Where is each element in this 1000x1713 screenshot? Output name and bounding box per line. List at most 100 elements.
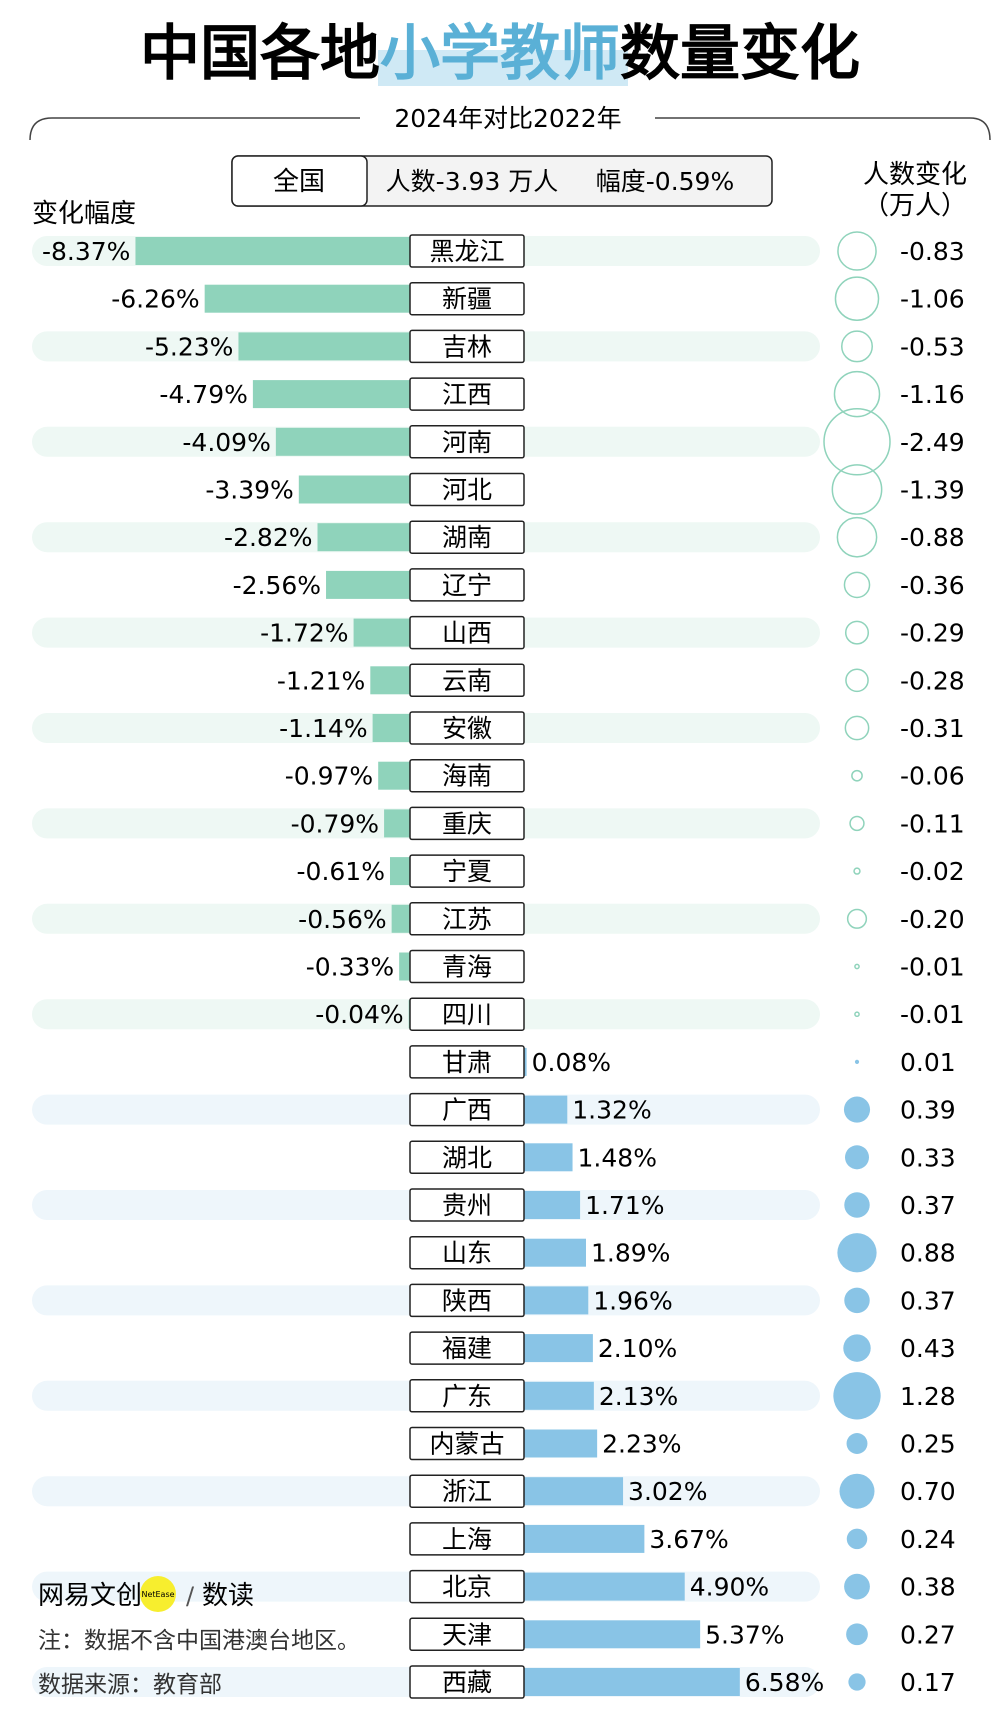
province-box [409, 1235, 525, 1270]
count-label: 0.70 [900, 1477, 956, 1506]
province-label: 辽宁 [442, 571, 492, 600]
count-bubble [854, 1011, 860, 1018]
bar [524, 1095, 568, 1124]
left-axis-header: 变化幅度 [32, 199, 136, 229]
bar [353, 618, 410, 647]
rate-label: -2.82% [224, 523, 312, 552]
count-bubble [843, 1334, 871, 1362]
rate-label: 3.67% [649, 1525, 728, 1554]
province-box [409, 854, 525, 888]
province-label: 甘肃 [442, 1048, 492, 1077]
province-box [409, 281, 525, 316]
bar [317, 523, 410, 552]
count-bubble [851, 769, 863, 782]
count-label: -0.01 [900, 953, 965, 982]
count-label: 0.88 [900, 1239, 956, 1268]
count-label: -0.28 [900, 666, 965, 695]
count-label: -0.36 [900, 571, 965, 600]
rate-label: 1.48% [578, 1143, 657, 1172]
count-bubble [844, 620, 870, 645]
rate-label: -1.72% [260, 619, 348, 648]
bar [372, 714, 410, 742]
province-label: 安徽 [442, 714, 492, 743]
province-box [409, 711, 525, 745]
national-count: 人数-3.93 万人 [386, 167, 559, 196]
bar [524, 1143, 573, 1172]
logo-separator: / [186, 1582, 195, 1610]
chart-subtitle: 2024年对比2022年 [394, 104, 621, 133]
bar [524, 1286, 589, 1315]
data-source: 数据来源：教育部 [38, 1672, 222, 1698]
rate-label: -1.21% [277, 666, 365, 695]
bar [204, 284, 410, 313]
rate-label: 5.37% [705, 1620, 784, 1649]
count-label: 0.24 [900, 1525, 956, 1554]
rate-label: -1.14% [279, 714, 367, 743]
title-part3: 数量变化 [620, 19, 860, 89]
count-label: -0.06 [900, 762, 965, 791]
province-box [409, 1379, 525, 1413]
province-box [409, 663, 525, 698]
count-bubble [844, 1145, 870, 1170]
rate-label: 3.02% [628, 1477, 707, 1506]
count-label: 0.37 [900, 1191, 956, 1220]
logo-product: 数读 [202, 1581, 254, 1611]
count-bubble [823, 408, 891, 476]
logo-badge [140, 1576, 176, 1612]
province-box [409, 1474, 525, 1508]
rate-label: -4.79% [159, 380, 247, 409]
count-label: 1.28 [900, 1382, 956, 1411]
rate-label: -4.09% [182, 428, 270, 457]
count-bubble [837, 231, 877, 271]
count-label: -1.39 [900, 476, 965, 505]
province-box [409, 377, 525, 411]
province-box [409, 520, 525, 554]
footnote: 注：数据不含中国港澳台地区。 [38, 1628, 360, 1654]
province-box [409, 1092, 525, 1127]
count-bubble [849, 815, 865, 832]
province-box [409, 615, 525, 650]
province-label: 山东 [442, 1239, 492, 1268]
count-label: -0.88 [900, 523, 965, 552]
bar [238, 332, 410, 361]
logo-brand: 网易文创 [38, 1581, 142, 1611]
count-bubble [831, 464, 883, 515]
province-box [409, 902, 525, 936]
count-bubble [854, 963, 860, 970]
province-box [409, 425, 525, 459]
count-label: -1.16 [900, 380, 965, 409]
count-bubble [837, 1233, 877, 1273]
count-bubble [841, 330, 873, 363]
count-bubble [853, 867, 861, 875]
count-label: -0.02 [900, 857, 965, 886]
count-bubble [833, 1372, 881, 1420]
count-label: -0.20 [900, 905, 965, 934]
bar [370, 666, 410, 695]
count-label: 0.27 [900, 1620, 956, 1649]
province-box [409, 1569, 525, 1604]
province-box [409, 997, 525, 1031]
rate-label: 1.71% [585, 1191, 664, 1220]
bar [524, 1668, 740, 1696]
bar [524, 1524, 645, 1553]
count-label: 0.38 [900, 1573, 956, 1602]
province-box [409, 949, 525, 984]
rate-label: -5.23% [145, 332, 233, 361]
right-header-line1: 人数变化 [863, 160, 967, 190]
province-label: 重庆 [442, 809, 492, 838]
province-label: 北京 [442, 1573, 492, 1602]
count-bubble [844, 1192, 870, 1218]
rate-label: -0.61% [297, 857, 385, 886]
count-bubble [843, 1096, 871, 1123]
rate-label: -0.56% [298, 905, 386, 934]
logo-badge-text: NetEase [141, 1590, 174, 1599]
province-label: 云南 [442, 666, 492, 695]
province-label: 广东 [442, 1382, 492, 1411]
province-label: 上海 [442, 1525, 492, 1554]
province-box [409, 1331, 525, 1365]
count-label: 0.01 [900, 1048, 956, 1077]
count-bubble [834, 276, 880, 321]
count-label: -0.29 [900, 619, 965, 648]
province-box [409, 758, 525, 793]
